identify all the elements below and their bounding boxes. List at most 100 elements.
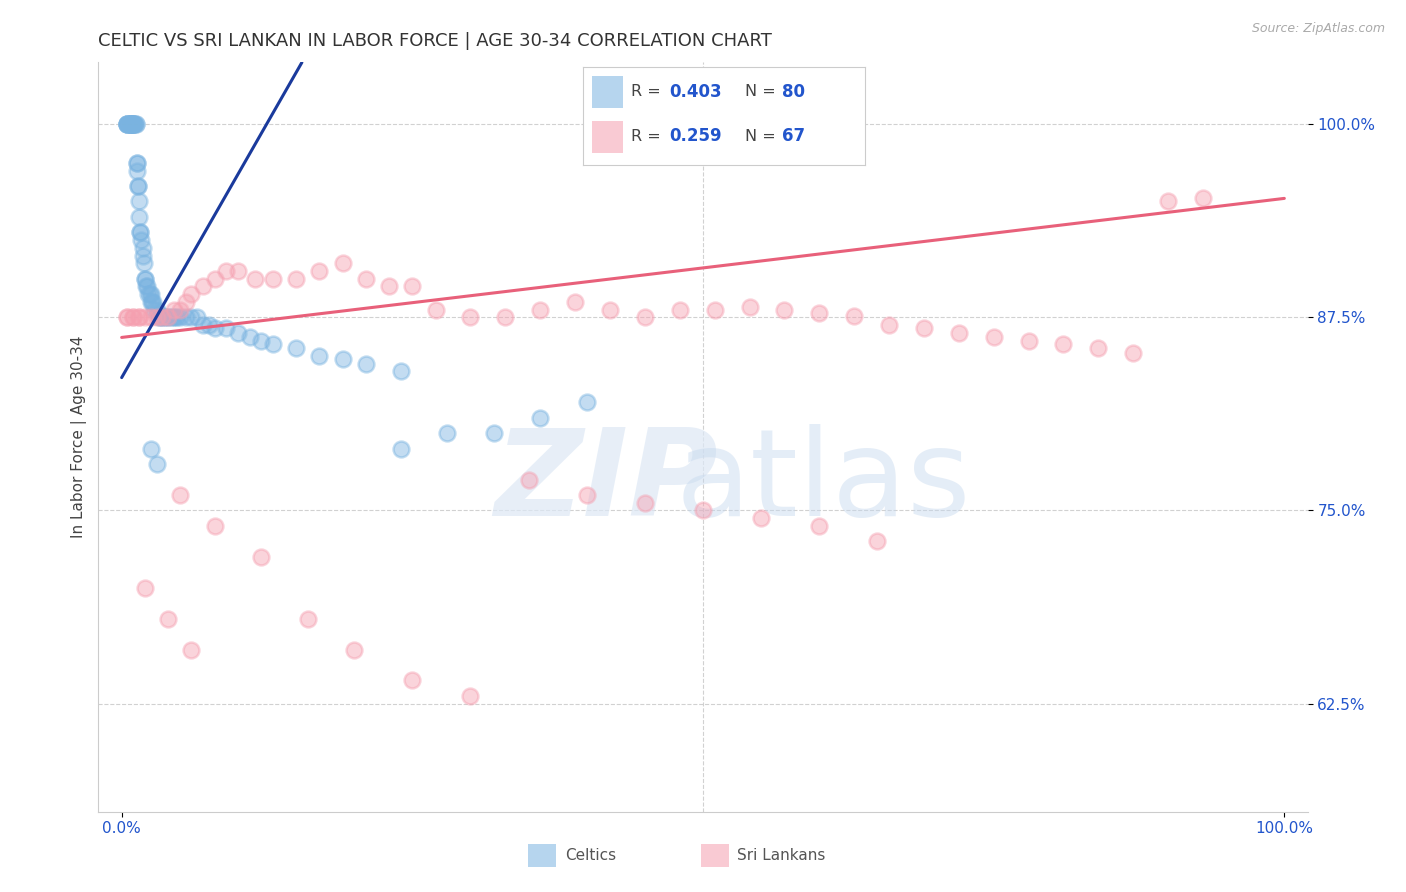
Point <box>215 321 238 335</box>
Point <box>157 310 180 325</box>
Point <box>575 488 598 502</box>
Point <box>157 310 180 325</box>
Point <box>389 364 412 378</box>
Point <box>245 271 267 285</box>
Point <box>125 156 148 170</box>
Point <box>599 302 621 317</box>
Text: Celtics: Celtics <box>565 848 617 863</box>
Text: 0.403: 0.403 <box>669 83 721 101</box>
Point <box>1122 346 1144 360</box>
Point <box>118 117 141 131</box>
Point <box>121 117 143 131</box>
Point <box>180 310 202 325</box>
Point <box>844 309 866 323</box>
Point <box>125 156 148 170</box>
Point <box>149 310 172 325</box>
Point <box>148 310 170 325</box>
Point <box>262 336 284 351</box>
Point <box>180 287 202 301</box>
Point <box>1157 194 1180 209</box>
Point <box>285 341 308 355</box>
Text: Sri Lankans: Sri Lankans <box>737 848 825 863</box>
FancyBboxPatch shape <box>529 844 555 867</box>
Point <box>1052 336 1074 351</box>
Text: 67: 67 <box>782 127 804 145</box>
Y-axis label: In Labor Force | Age 30-34: In Labor Force | Age 30-34 <box>72 335 87 539</box>
Point <box>163 302 186 317</box>
Point <box>117 117 139 131</box>
Text: 80: 80 <box>782 83 804 101</box>
Point <box>117 117 139 131</box>
Point <box>180 642 202 657</box>
Point <box>136 279 159 293</box>
Point <box>150 310 173 325</box>
Point <box>159 310 181 325</box>
Point <box>124 117 146 131</box>
Point <box>139 294 162 309</box>
Point <box>668 302 690 317</box>
Point <box>460 689 482 703</box>
Point <box>145 310 167 325</box>
Point <box>1018 334 1040 348</box>
Point <box>128 210 150 224</box>
Point <box>145 457 167 471</box>
Point <box>250 549 273 564</box>
Point <box>808 519 831 533</box>
Text: ZIP: ZIP <box>495 424 718 541</box>
Point <box>297 612 319 626</box>
Point <box>152 310 174 325</box>
Point <box>134 581 156 595</box>
Point <box>125 163 148 178</box>
Point <box>738 300 761 314</box>
Point <box>174 310 197 325</box>
Point <box>482 426 505 441</box>
Point <box>378 279 401 293</box>
Point <box>425 302 447 317</box>
Point <box>122 117 145 131</box>
Point <box>983 330 1005 344</box>
Point <box>749 511 772 525</box>
Point <box>132 256 155 270</box>
Point <box>155 310 177 325</box>
Point <box>226 264 249 278</box>
Point <box>127 179 149 194</box>
Point <box>139 310 162 325</box>
Text: CELTIC VS SRI LANKAN IN LABOR FORCE | AGE 30-34 CORRELATION CHART: CELTIC VS SRI LANKAN IN LABOR FORCE | AG… <box>98 32 772 50</box>
Point <box>145 302 167 317</box>
Point <box>141 294 163 309</box>
Point <box>204 519 226 533</box>
Point <box>250 334 273 348</box>
Text: Source: ZipAtlas.com: Source: ZipAtlas.com <box>1251 22 1385 36</box>
Text: atlas: atlas <box>676 424 972 541</box>
Point <box>169 488 191 502</box>
Point <box>157 612 180 626</box>
Point <box>128 310 150 325</box>
Point <box>308 264 330 278</box>
Point <box>150 310 173 325</box>
Point <box>191 279 214 293</box>
Point <box>494 310 516 325</box>
Point <box>692 503 714 517</box>
Point <box>134 310 156 325</box>
Point <box>564 294 586 309</box>
Point <box>127 179 149 194</box>
Point <box>122 117 145 131</box>
Point <box>773 302 796 317</box>
Point <box>308 349 330 363</box>
Point <box>332 256 354 270</box>
Point <box>121 117 143 131</box>
Point <box>912 321 935 335</box>
Point <box>131 233 153 247</box>
Point <box>948 326 970 340</box>
Point <box>122 310 145 325</box>
Point <box>866 534 889 549</box>
Point <box>118 117 141 131</box>
Point <box>354 357 377 371</box>
Point <box>122 117 145 131</box>
Text: N =: N = <box>745 128 782 144</box>
Point <box>204 321 226 335</box>
FancyBboxPatch shape <box>702 844 728 867</box>
Point <box>166 310 188 325</box>
Point <box>285 271 308 285</box>
Text: N =: N = <box>745 85 782 99</box>
